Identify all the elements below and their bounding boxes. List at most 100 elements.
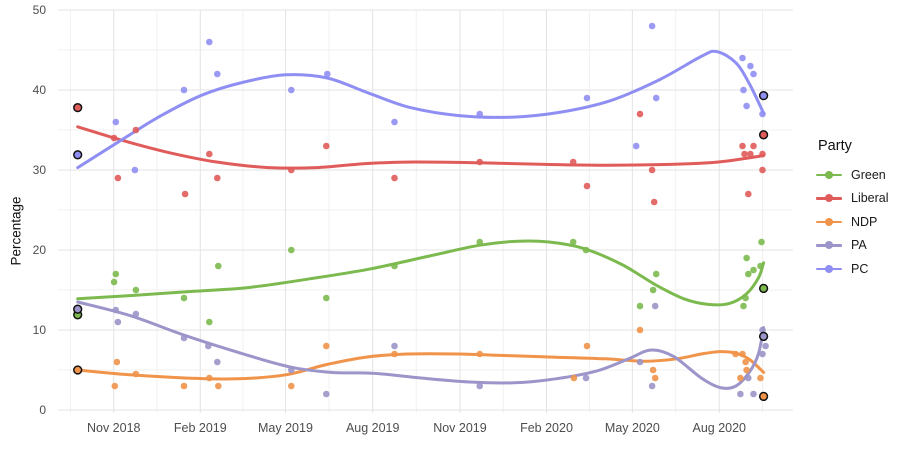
poll-point-green bbox=[206, 318, 213, 326]
poll-point-liberal bbox=[476, 158, 484, 166]
poll-point-pa bbox=[582, 374, 590, 382]
poll-point-green bbox=[743, 254, 750, 262]
poll-point-ndp bbox=[180, 382, 188, 390]
poll-point-ndp bbox=[323, 342, 330, 350]
election-result-point-green bbox=[758, 283, 769, 294]
poll-point-pc bbox=[743, 102, 750, 110]
poll-point-liberal bbox=[569, 158, 577, 166]
poll-point-liberal bbox=[288, 166, 295, 174]
legend-key-icon bbox=[816, 168, 842, 182]
poll-point-pc bbox=[652, 94, 660, 102]
legend-title: Party bbox=[818, 138, 852, 154]
poll-point-pc bbox=[583, 94, 591, 102]
trend-line-pa bbox=[76, 300, 766, 390]
election-result-point-pc bbox=[758, 90, 769, 101]
election-result-point-liberal bbox=[758, 130, 769, 140]
poll-point-ndp bbox=[570, 374, 578, 382]
poll-point-liberal bbox=[745, 190, 752, 198]
poll-point-pa bbox=[762, 342, 769, 350]
poll-point-ndp bbox=[732, 350, 739, 358]
election-result-point-pa bbox=[758, 331, 769, 342]
legend-entry-ndp: NDP bbox=[816, 210, 889, 234]
poll-point-liberal bbox=[648, 166, 656, 174]
poll-point-liberal bbox=[739, 142, 746, 150]
trend-line-liberal bbox=[76, 125, 766, 170]
poll-point-pc bbox=[739, 54, 746, 62]
election-result-point-liberal bbox=[73, 102, 83, 113]
poll-point-green bbox=[636, 302, 644, 310]
x-tick-label: Aug 2020 bbox=[692, 421, 746, 435]
legend-key-icon bbox=[816, 215, 842, 229]
x-tick-label: Feb 2019 bbox=[174, 421, 227, 435]
legend-entry-pc: PC bbox=[816, 257, 889, 281]
poll-point-green bbox=[112, 270, 120, 278]
poll-point-pa bbox=[759, 350, 766, 358]
poll-point-green bbox=[742, 294, 749, 302]
poll-point-ndp bbox=[737, 374, 744, 382]
x-tick-label: Feb 2020 bbox=[520, 421, 573, 435]
poll-point-pa bbox=[648, 382, 656, 390]
legend-entry-liberal: Liberal bbox=[816, 187, 889, 211]
poll-point-ndp bbox=[476, 350, 484, 358]
poll-point-pc bbox=[759, 110, 766, 118]
trend-line-ndp bbox=[76, 350, 766, 381]
legend-label: Liberal bbox=[851, 191, 889, 206]
poll-point-liberal bbox=[759, 150, 766, 158]
poll-point-liberal bbox=[214, 174, 221, 182]
poll-point-green bbox=[110, 278, 118, 286]
legend-entry-pa: PA bbox=[816, 234, 889, 258]
legend-label: NDP bbox=[851, 214, 878, 229]
poll-point-pa bbox=[750, 390, 757, 398]
poll-point-ndp bbox=[215, 382, 222, 390]
poll-point-pa bbox=[288, 366, 295, 374]
election-result-point-pc bbox=[73, 150, 83, 160]
poll-point-ndp bbox=[583, 342, 591, 350]
poll-point-pc bbox=[476, 110, 484, 118]
y-tick-label: 30 bbox=[33, 163, 47, 177]
x-tick-label: Nov 2019 bbox=[433, 421, 487, 435]
legend-entries: Green Liberal NDP PA PC bbox=[816, 163, 889, 281]
trend-line-green bbox=[76, 239, 766, 307]
x-tick-label: Aug 2019 bbox=[346, 421, 400, 435]
legend: Party Green Liberal NDP PA PC bbox=[816, 138, 889, 281]
poll-point-green bbox=[750, 266, 757, 274]
poll-point-ndp bbox=[757, 374, 764, 382]
poll-point-pa bbox=[476, 382, 484, 390]
poll-point-green bbox=[180, 294, 188, 302]
y-axis-title: Percentage bbox=[8, 196, 24, 266]
poll-point-pc bbox=[288, 86, 295, 94]
poll-point-pc bbox=[747, 62, 754, 70]
y-tick-label: 50 bbox=[33, 3, 47, 17]
poll-point-pa bbox=[214, 358, 221, 366]
poll-point-pa bbox=[132, 310, 140, 318]
poll-point-pc bbox=[131, 166, 139, 174]
y-tick-label: 40 bbox=[33, 83, 47, 97]
election-result-point-pa bbox=[73, 304, 83, 314]
poll-point-liberal bbox=[750, 142, 757, 150]
poll-point-green bbox=[476, 238, 484, 246]
poll-point-green bbox=[215, 262, 222, 270]
x-tick-label: Nov 2018 bbox=[87, 421, 141, 435]
poll-point-green bbox=[758, 238, 765, 246]
axis-tick-labels: 0 10 20 30 40 50 Nov 2018 Feb 2019 May 2019 Aug 2… bbox=[33, 3, 746, 435]
poll-point-ndp bbox=[742, 358, 749, 366]
poll-point-pc bbox=[740, 86, 747, 94]
poll-point-pc bbox=[750, 70, 757, 78]
poll-point-pa bbox=[391, 342, 398, 350]
poll-point-liberal bbox=[391, 174, 398, 182]
poll-point-liberal bbox=[132, 126, 140, 134]
poll-point-green bbox=[391, 262, 398, 270]
poll-point-pa bbox=[205, 342, 212, 350]
legend-label: PC bbox=[851, 261, 869, 276]
poll-point-liberal bbox=[110, 134, 118, 142]
legend-label: Green bbox=[851, 167, 886, 182]
poll-point-pc bbox=[206, 38, 213, 46]
poll-point-pc bbox=[632, 142, 640, 150]
poll-point-green bbox=[757, 262, 764, 270]
poll-point-green bbox=[288, 246, 295, 254]
poll-point-pc bbox=[180, 86, 188, 94]
legend-key-icon bbox=[816, 191, 842, 205]
trend-lines bbox=[76, 49, 766, 390]
poll-point-pa bbox=[636, 358, 644, 366]
